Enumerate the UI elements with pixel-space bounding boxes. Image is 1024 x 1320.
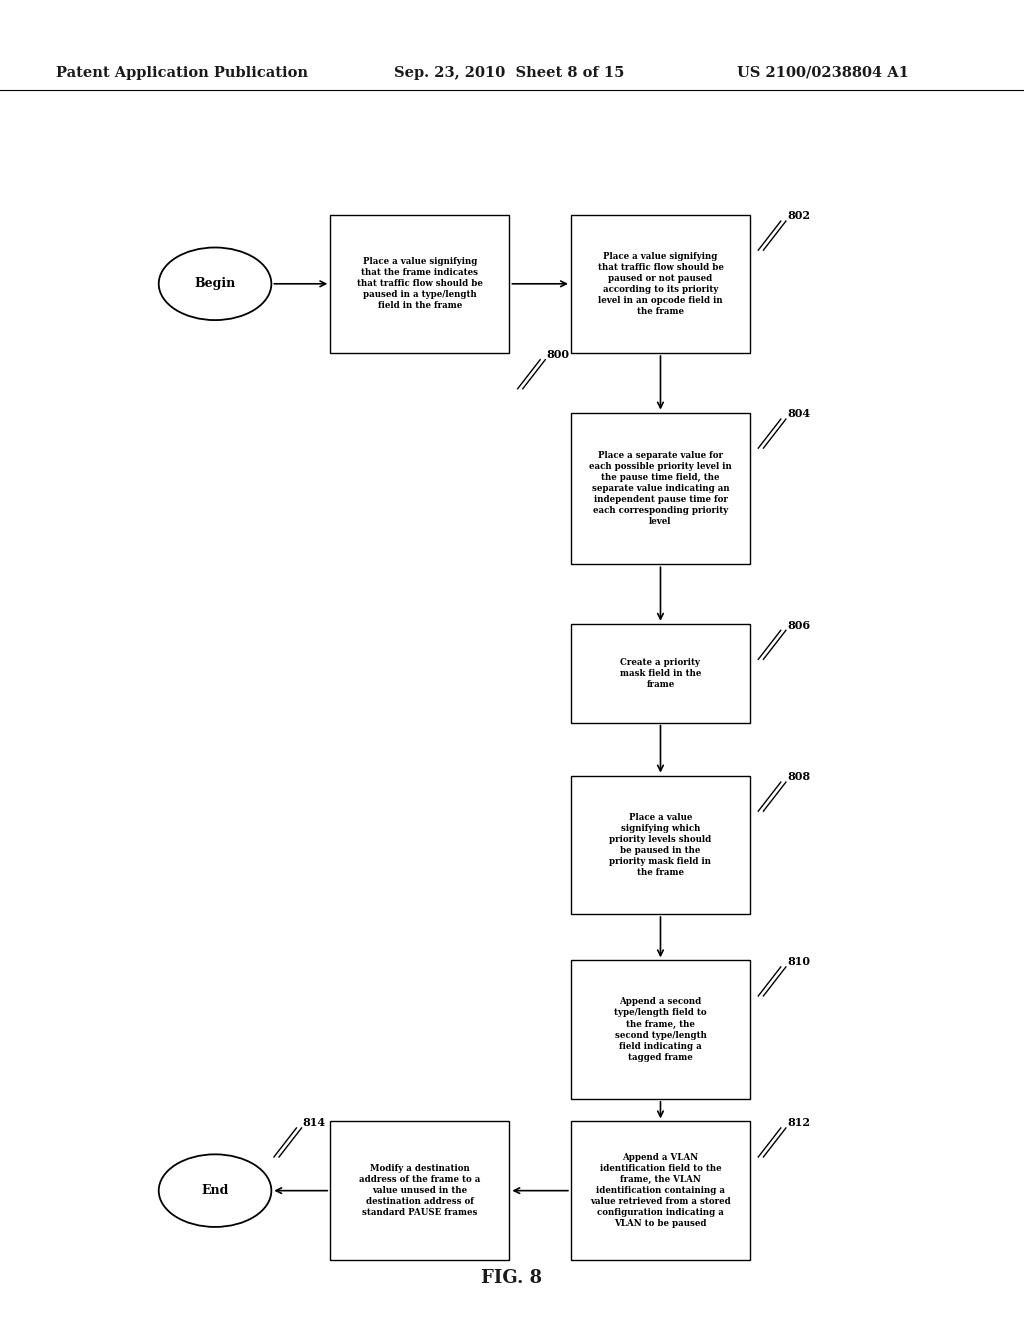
FancyBboxPatch shape: [330, 214, 510, 352]
Text: End: End: [202, 1184, 228, 1197]
FancyBboxPatch shape: [571, 776, 750, 913]
FancyBboxPatch shape: [571, 624, 750, 722]
Text: 804: 804: [787, 408, 810, 420]
Text: 802: 802: [787, 210, 810, 222]
Text: 810: 810: [787, 956, 810, 968]
Text: 812: 812: [787, 1117, 810, 1129]
Text: Place a separate value for
each possible priority level in
the pause time field,: Place a separate value for each possible…: [589, 450, 732, 527]
Ellipse shape: [159, 1154, 271, 1228]
Text: Place a value
signifying which
priority levels should
be paused in the
priority : Place a value signifying which priority …: [609, 813, 712, 876]
Text: Place a value signifying
that traffic flow should be
paused or not paused
accord: Place a value signifying that traffic fl…: [598, 252, 723, 315]
Text: Patent Application Publication: Patent Application Publication: [56, 66, 308, 79]
FancyBboxPatch shape: [571, 214, 750, 352]
Text: Sep. 23, 2010  Sheet 8 of 15: Sep. 23, 2010 Sheet 8 of 15: [394, 66, 625, 79]
FancyBboxPatch shape: [571, 412, 750, 565]
Text: Begin: Begin: [195, 277, 236, 290]
Text: US 2100/0238804 A1: US 2100/0238804 A1: [737, 66, 909, 79]
Text: Place a value signifying
that the frame indicates
that traffic flow should be
pa: Place a value signifying that the frame …: [357, 257, 482, 310]
Ellipse shape: [159, 248, 271, 319]
Text: 814: 814: [303, 1117, 326, 1129]
FancyBboxPatch shape: [571, 1122, 750, 1259]
Text: FIG. 8: FIG. 8: [481, 1269, 543, 1287]
FancyBboxPatch shape: [571, 961, 750, 1098]
Text: Modify a destination
address of the frame to a
value unused in the
destination a: Modify a destination address of the fram…: [359, 1164, 480, 1217]
Text: 806: 806: [787, 619, 810, 631]
Text: 808: 808: [787, 771, 810, 783]
Text: Append a VLAN
identification field to the
frame, the VLAN
identification contain: Append a VLAN identification field to th…: [590, 1152, 731, 1229]
Text: Append a second
type/length field to
the frame, the
second type/length
field ind: Append a second type/length field to the…: [614, 998, 707, 1061]
Text: Create a priority
mask field in the
frame: Create a priority mask field in the fram…: [620, 657, 701, 689]
Text: 800: 800: [547, 348, 569, 360]
FancyBboxPatch shape: [330, 1122, 510, 1259]
